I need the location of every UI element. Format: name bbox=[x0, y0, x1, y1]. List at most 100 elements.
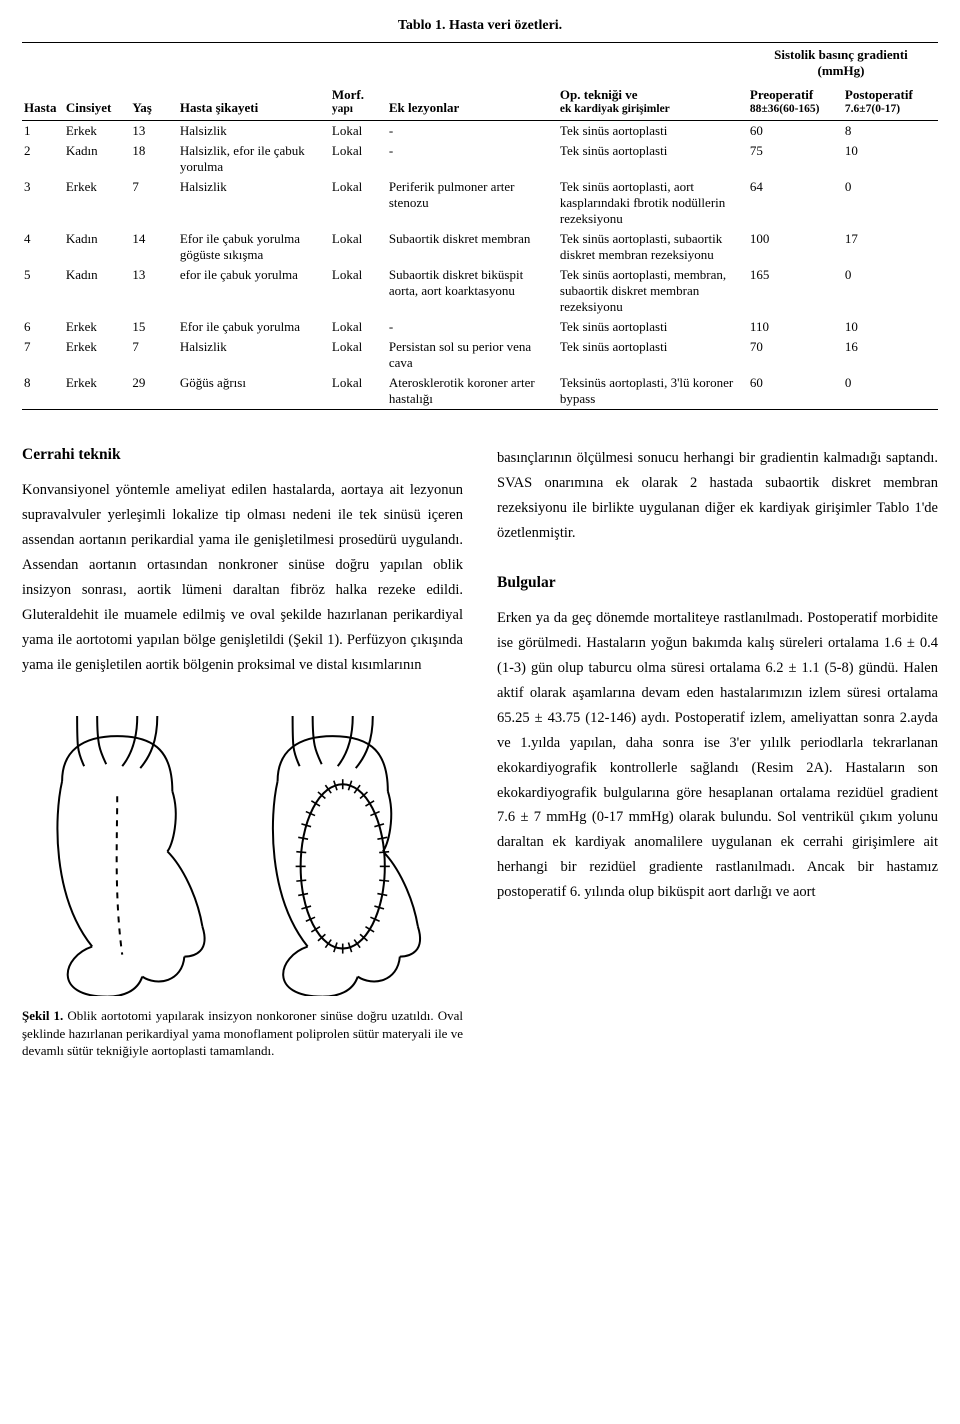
th-age: Yaş bbox=[130, 43, 178, 121]
table-cell: Aterosklerotik koroner arter hastalığı bbox=[387, 373, 558, 410]
th-sublabel: ek kardiyak girişimler bbox=[560, 103, 742, 116]
table-cell: Tek sinüs aortoplasti bbox=[558, 337, 748, 373]
table-cell: Erkek bbox=[64, 337, 131, 373]
table-row: 3Erkek7HalsizlikLokalPeriferik pulmoner … bbox=[22, 177, 938, 229]
table-cell: Periferik pulmoner arter stenozu bbox=[387, 177, 558, 229]
table-cell: 18 bbox=[130, 141, 178, 177]
table-cell: Tek sinüs aortoplasti, membran, subaorti… bbox=[558, 265, 748, 317]
table-title: Tablo 1. Hasta veri özetleri. bbox=[22, 18, 938, 34]
table-cell: Halsizlik bbox=[178, 337, 330, 373]
table-cell: efor ile çabuk yorulma bbox=[178, 265, 330, 317]
table-cell: Lokal bbox=[330, 337, 387, 373]
table-cell: Tek sinüs aortoplasti, aort kasplarındak… bbox=[558, 177, 748, 229]
table-cell: 100 bbox=[748, 229, 843, 265]
table-cell: 10 bbox=[843, 317, 938, 337]
table-cell: Lokal bbox=[330, 177, 387, 229]
table-cell: Halsizlik, efor ile çabuk yorulma bbox=[178, 141, 330, 177]
th-sex: Cinsiyet bbox=[64, 43, 131, 121]
right-top-paragraph: basınçlarının ölçülmesi sonucu herhangi … bbox=[497, 446, 938, 546]
table-cell: Efor ile çabuk yorulma gögüste sıkışma bbox=[178, 229, 330, 265]
table-cell: - bbox=[387, 121, 558, 141]
body-columns: Cerrahi teknik Konvansiyonel yöntemle am… bbox=[22, 446, 938, 1060]
table-cell: 13 bbox=[130, 265, 178, 317]
th-sublabel: 7.6±7(0-17) bbox=[845, 103, 932, 116]
table-cell: Kadın bbox=[64, 265, 131, 317]
table-cell: Tek sinüs aortoplasti, subaortik diskret… bbox=[558, 229, 748, 265]
table-cell: 0 bbox=[843, 265, 938, 317]
table-cell: Tek sinüs aortoplasti bbox=[558, 121, 748, 141]
table-cell: 13 bbox=[130, 121, 178, 141]
table-cell: Subaortik diskret biküspit aorta, aort k… bbox=[387, 265, 558, 317]
table-cell: 1 bbox=[22, 121, 64, 141]
th-eklez: Ek lezyonlar bbox=[387, 43, 558, 121]
table-cell: 60 bbox=[748, 373, 843, 410]
th-sublabel: 88±36(60-165) bbox=[750, 103, 837, 116]
table-row: 4Kadın14Efor ile çabuk yorulma gögüste s… bbox=[22, 229, 938, 265]
table-cell: 8 bbox=[843, 121, 938, 141]
table-cell: Tek sinüs aortoplasti bbox=[558, 141, 748, 177]
th-gradient-super: Sistolik basınç gradienti (mmHg) bbox=[748, 43, 938, 84]
table-cell: Lokal bbox=[330, 141, 387, 177]
th-sublabel: yapı bbox=[332, 103, 381, 116]
table-cell: Efor ile çabuk yorulma bbox=[178, 317, 330, 337]
table-cell: 165 bbox=[748, 265, 843, 317]
right-paragraph: Erken ya da geç dönemde mortaliteye rast… bbox=[497, 606, 938, 905]
table-cell: 0 bbox=[843, 177, 938, 229]
table-row: 6Erkek15Efor ile çabuk yorulmaLokal-Tek … bbox=[22, 317, 938, 337]
table-cell: 10 bbox=[843, 141, 938, 177]
th-label: Ek lezyonlar bbox=[389, 100, 459, 115]
right-column: basınçlarının ölçülmesi sonucu herhangi … bbox=[497, 446, 938, 1060]
figure-caption-text: Oblik aortotomi yapılarak insizyon nonko… bbox=[22, 1008, 463, 1058]
table-cell: 75 bbox=[748, 141, 843, 177]
th-label: Hasta şikayeti bbox=[180, 100, 258, 115]
table-cell: Teksinüs aortoplasti, 3'lü koroner bypas… bbox=[558, 373, 748, 410]
th-label: Morf. bbox=[332, 87, 364, 102]
table-cell: 64 bbox=[748, 177, 843, 229]
th-optech: Op. tekniği ve ek kardiyak girişimler bbox=[558, 43, 748, 121]
table-cell: Lokal bbox=[330, 373, 387, 410]
table-cell: 16 bbox=[843, 337, 938, 373]
table-cell: Kadın bbox=[64, 229, 131, 265]
table-cell: Persistan sol su perior vena cava bbox=[387, 337, 558, 373]
table-cell: 17 bbox=[843, 229, 938, 265]
table-cell: 15 bbox=[130, 317, 178, 337]
th-label: Hasta bbox=[24, 100, 57, 115]
table-cell: Halsizlik bbox=[178, 177, 330, 229]
figure-label: Şekil 1. bbox=[22, 1008, 63, 1023]
table-cell: 29 bbox=[130, 373, 178, 410]
table-cell: 110 bbox=[748, 317, 843, 337]
table-row: 5Kadın13efor ile çabuk yorulmaLokalSubao… bbox=[22, 265, 938, 317]
table-row: 8Erkek29Göğüs ağrısıLokalAterosklerotik … bbox=[22, 373, 938, 410]
table-cell: 70 bbox=[748, 337, 843, 373]
section-heading-surgical-technique: Cerrahi teknik bbox=[22, 446, 463, 464]
th-label: Op. tekniği ve bbox=[560, 87, 638, 102]
table-cell: 0 bbox=[843, 373, 938, 410]
table-cell: Tek sinüs aortoplasti bbox=[558, 317, 748, 337]
th-preop: Preoperatif 88±36(60-165) bbox=[748, 83, 843, 121]
table-cell: 4 bbox=[22, 229, 64, 265]
table-cell: Subaortik diskret membran bbox=[387, 229, 558, 265]
left-column: Cerrahi teknik Konvansiyonel yöntemle am… bbox=[22, 446, 463, 1060]
table-row: 7Erkek7HalsizlikLokalPersistan sol su pe… bbox=[22, 337, 938, 373]
table-cell: Lokal bbox=[330, 121, 387, 141]
figure-1-caption: Şekil 1. Oblik aortotomi yapılarak insiz… bbox=[22, 1007, 463, 1060]
th-patient: Hasta bbox=[22, 43, 64, 121]
table-cell: Erkek bbox=[64, 373, 131, 410]
table-cell: Erkek bbox=[64, 121, 131, 141]
th-label: Postoperatif bbox=[845, 87, 913, 102]
th-postop: Postoperatif 7.6±7(0-17) bbox=[843, 83, 938, 121]
left-paragraph: Konvansiyonel yöntemle ameliyat edilen h… bbox=[22, 478, 463, 678]
table-row: 2Kadın18Halsizlik, efor ile çabuk yorulm… bbox=[22, 141, 938, 177]
table-cell: 8 bbox=[22, 373, 64, 410]
table-cell: Kadın bbox=[64, 141, 131, 177]
table-cell: Lokal bbox=[330, 265, 387, 317]
figure-1-svg bbox=[22, 696, 463, 997]
th-label: Yaş bbox=[132, 100, 152, 115]
th-morf: Morf. yapı bbox=[330, 43, 387, 121]
table-cell: - bbox=[387, 141, 558, 177]
table-cell: 3 bbox=[22, 177, 64, 229]
th-label: Cinsiyet bbox=[66, 100, 112, 115]
table-cell: 2 bbox=[22, 141, 64, 177]
table-row: 1Erkek13HalsizlikLokal-Tek sinüs aortopl… bbox=[22, 121, 938, 141]
table-cell: Halsizlik bbox=[178, 121, 330, 141]
